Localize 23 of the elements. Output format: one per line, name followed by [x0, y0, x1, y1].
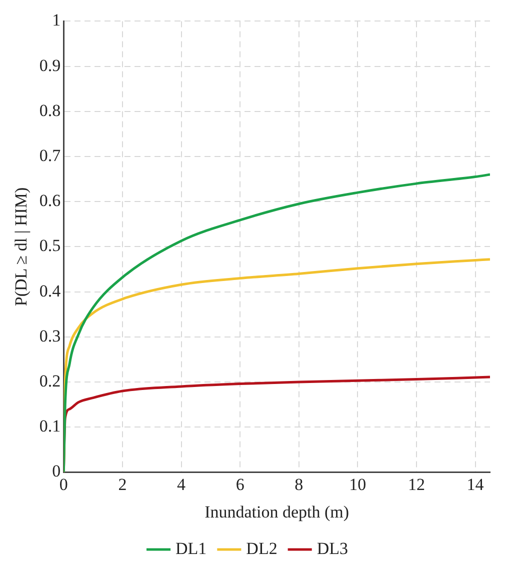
x-tick-label: 4: [177, 474, 186, 494]
legend-label: DL2: [246, 538, 278, 558]
y-tick-label: 0.1: [39, 416, 61, 436]
y-tick-label: 1: [52, 10, 61, 30]
y-tick-label: 0.8: [39, 100, 61, 120]
x-tick-label: 2: [118, 474, 127, 494]
x-axis-title: Inundation depth (m): [204, 502, 350, 522]
y-axis-title: P(DL ≥ dl | HIM): [12, 187, 31, 306]
x-tick-label: 6: [236, 474, 244, 494]
legend-label: DL1: [176, 538, 207, 558]
y-tick-label: 0: [52, 462, 61, 481]
y-tick-label: 0.9: [39, 56, 61, 75]
y-tick-label: 0.5: [39, 236, 61, 256]
x-tick-label: 14: [466, 474, 484, 494]
x-tick-label: 10: [349, 474, 366, 494]
y-tick-label: 0.7: [39, 146, 62, 165]
y-tick-label: 0.4: [39, 281, 62, 300]
y-tick-label: 0.6: [39, 191, 61, 210]
x-tick-label: 8: [294, 474, 304, 494]
y-tick-label: 0.2: [39, 371, 61, 390]
x-tick-label: 12: [408, 474, 425, 494]
y-tick-label: 0.3: [39, 326, 61, 346]
legend-label: DL3: [316, 538, 348, 558]
